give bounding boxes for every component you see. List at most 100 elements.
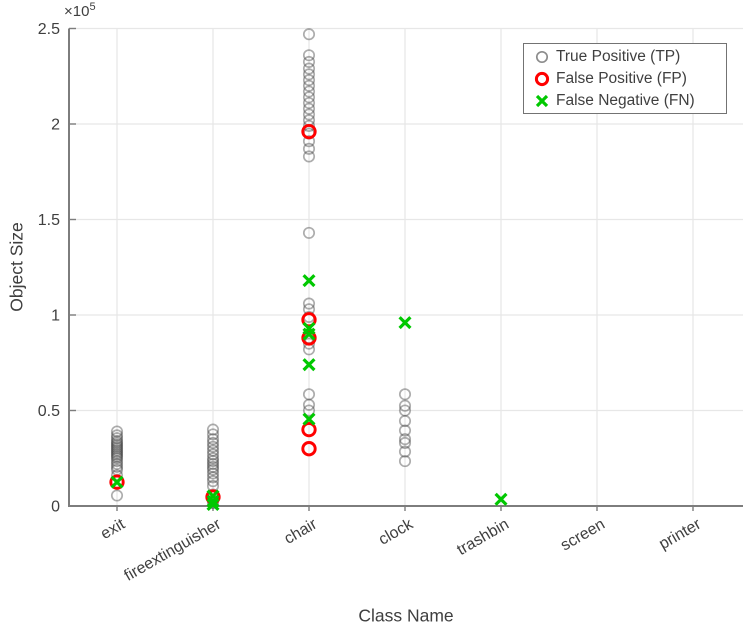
tp-marker <box>110 425 124 438</box>
tp-marker <box>206 467 220 480</box>
tp-marker <box>206 452 220 465</box>
tp-marker <box>398 436 412 450</box>
tp-marker <box>110 455 124 468</box>
y-multiplier-base: ×10 <box>64 3 90 20</box>
legend: True Positive (TP) False Positive (FP) F… <box>523 43 727 114</box>
y-tick-label-2: 2 <box>51 117 60 134</box>
x-tick-label-clock: clock <box>376 515 417 548</box>
tp-marker <box>110 432 124 445</box>
tp-marker <box>206 423 220 436</box>
fn-x-icon <box>535 94 549 107</box>
tp-marker <box>206 460 220 473</box>
tp-marker <box>206 457 220 471</box>
tp-marker <box>206 440 220 453</box>
tp-marker <box>206 463 220 476</box>
x-tick-label-fireextinguisher: fireextinguisher <box>122 515 225 584</box>
tp-marker <box>302 85 316 98</box>
tp-marker <box>398 433 412 446</box>
fp-circle-icon <box>534 71 550 86</box>
legend-label-tp: True Positive (TP) <box>556 47 681 65</box>
tp-marker <box>110 489 124 502</box>
fn-marker <box>302 327 316 341</box>
legend-item-false-positive: False Positive (FP) <box>532 68 726 90</box>
tp-marker <box>302 55 316 68</box>
tp-marker <box>302 337 316 350</box>
x-tick-label-trashbin: trashbin <box>454 516 512 559</box>
fn-marker <box>302 358 316 372</box>
x-tick-label-chair: chair <box>281 515 320 547</box>
tp-marker <box>398 404 412 417</box>
tp-marker <box>110 440 124 453</box>
tp-circle-icon <box>535 50 549 63</box>
tp-marker <box>110 448 124 461</box>
x-tick-label-screen: screen <box>558 516 608 555</box>
tp-marker <box>110 450 124 463</box>
fp-marker <box>301 441 317 457</box>
tp-marker <box>398 445 412 458</box>
legend-x-glyph <box>535 94 549 107</box>
y-tick-label-0: 0 <box>51 499 60 516</box>
tp-marker <box>206 455 220 468</box>
tp-marker <box>110 438 124 451</box>
legend-item-true-positive: True Positive (TP) <box>532 46 726 68</box>
tp-marker <box>110 460 124 473</box>
legend-item-false-negative: False Negative (FN) <box>532 90 726 112</box>
y-tick-label-1.5: 1.5 <box>38 212 60 229</box>
tp-marker <box>206 448 220 461</box>
tp-marker <box>302 49 316 62</box>
fn-marker <box>398 316 412 330</box>
tp-marker <box>302 28 316 41</box>
tp-marker <box>206 428 220 441</box>
y-tick-labels: 0 0.5 1 1.5 2 2.5 <box>38 21 60 516</box>
legend-circle-glyph <box>534 71 550 86</box>
tp-marker <box>206 433 220 446</box>
series-false-negative-fn <box>110 274 508 512</box>
fn-marker <box>494 492 508 506</box>
tp-marker <box>206 471 220 484</box>
fp-marker <box>301 312 317 328</box>
y-axis-title: Object Size <box>6 222 27 312</box>
tp-marker <box>302 226 316 239</box>
legend-label-fp: False Positive (FP) <box>556 69 687 87</box>
y-tick-label-1: 1 <box>51 308 60 325</box>
tp-marker <box>110 429 124 442</box>
tp-marker <box>302 142 316 155</box>
tp-marker <box>398 388 412 401</box>
tp-marker <box>302 96 316 110</box>
tp-marker <box>206 436 220 450</box>
legend-label-fn: False Negative (FN) <box>556 91 695 109</box>
axes <box>68 27 743 511</box>
tp-marker <box>398 455 412 468</box>
tp-marker <box>206 475 220 488</box>
x-tick-label-exit: exit <box>98 515 129 542</box>
fp-marker <box>301 421 317 438</box>
tp-marker <box>302 68 316 81</box>
legend-circle-glyph <box>535 50 549 63</box>
x-axis-title: Class Name <box>358 605 454 626</box>
tp-marker <box>302 79 316 92</box>
tp-marker <box>110 436 124 450</box>
fp-marker <box>301 123 317 140</box>
tp-marker <box>302 102 316 115</box>
series-true-positive-tp <box>110 28 412 510</box>
tp-marker <box>302 74 316 87</box>
fn-marker <box>110 475 124 489</box>
x-tick-label-printer: printer <box>656 515 704 553</box>
tp-marker <box>110 444 124 457</box>
tp-marker <box>110 457 124 471</box>
fn-marker <box>206 494 220 508</box>
tp-marker <box>206 444 220 457</box>
fp-marker <box>301 330 317 346</box>
y-tick-label-2.5: 2.5 <box>38 21 60 38</box>
tp-marker <box>110 442 124 455</box>
tp-marker <box>302 62 316 75</box>
y-tick-label-0.5: 0.5 <box>38 403 60 420</box>
tp-marker <box>398 399 412 412</box>
tp-marker <box>302 108 316 121</box>
tp-marker <box>302 91 316 104</box>
tp-marker <box>302 388 316 401</box>
tp-marker <box>302 150 316 163</box>
tp-marker <box>302 119 316 132</box>
